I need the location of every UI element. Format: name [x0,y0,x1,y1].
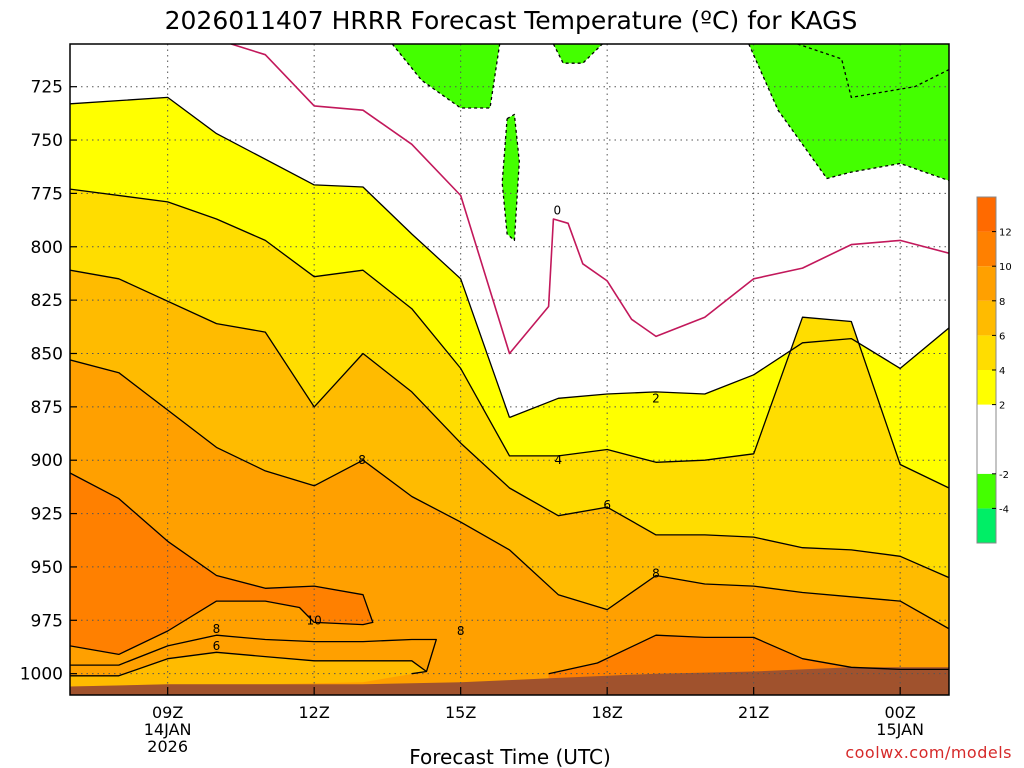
colorbar-segment-5 [977,335,996,370]
y-tick-label-875: 875 [31,398,63,418]
contour-label-5: 8 [652,566,660,580]
x-tick-label-15-0: 15Z [445,703,476,722]
x-tick-label-9-1: 14JAN [144,720,192,739]
colorbar-tick-label-7: 12 [999,228,1012,239]
contour-line-6-9 [70,651,427,677]
x-tick-label-21-0: 21Z [738,703,769,722]
y-tick-label-975: 975 [31,611,63,631]
contour-line-2-2 [70,96,511,418]
colorbar-segment-9 [977,197,996,232]
y-tick-label-775: 775 [31,184,63,204]
credit-text: coolwx.com/models [845,743,1012,762]
contour-line-8-8 [70,634,437,675]
fill-band--4_-2-11 [748,44,949,181]
contour-label-1: 2 [652,391,660,405]
x-tick-label-9-0: 09Z [152,703,183,722]
colorbar-segment-2 [977,439,996,474]
contour-label-8: 8 [457,624,465,638]
colorbar-segment-8 [977,231,996,267]
colorbar-tick-label-4: 6 [999,331,1005,342]
contour-line-4-3 [70,188,949,489]
fill-band--4_-2-12 [502,114,520,241]
contour-label-2: 4 [555,453,563,467]
ground-polygon [70,667,949,695]
contour-label-6: 10 [307,613,322,627]
colorbar-segment-4 [977,370,996,405]
x-axis-label: Forecast Time (UTC) [409,745,611,768]
colorbar-segment-0 [977,508,996,543]
contour-line--2-11 [552,44,603,64]
contour-line--2-10 [391,44,501,109]
fill-band--4_-2-9 [392,44,500,108]
contour-label-7: 8 [213,622,221,636]
contour-line-0-0 [230,44,949,355]
y-axis: 725 750 775 800 825 850 875 900 925 950 975 1000 [20,78,77,685]
y-tick-label-800: 800 [31,238,63,258]
colorbar-segment-3 [977,404,996,440]
x-tick-label-24-1: 15JAN [876,720,924,739]
contour-line-8-5 [70,359,949,630]
colorbar-segment-6 [977,300,996,336]
chart-title: 2026011407 HRRR Forecast Temperature (ºC… [165,6,858,35]
y-tick-label-900: 900 [31,451,63,471]
contour-line-10-6 [70,472,374,656]
colorbar-tick-label-1: -2 [999,470,1009,481]
colorbar-tick-label-3: 4 [999,366,1005,377]
contour-label-0: 0 [554,203,562,217]
grid-lines [70,44,949,695]
contour-label-3: 6 [603,498,611,512]
y-tick-label-850: 850 [31,344,63,364]
colorbar-tick-label-5: 8 [999,297,1005,308]
contour-lines [70,44,949,677]
colorbar-tick-label-0: -4 [999,504,1009,515]
colorbar: -4 -2 2 4 6 8 10 12 [976,196,1012,544]
contour-label-4: 8 [358,453,366,467]
colorbar-tick-label-6: 10 [999,262,1012,273]
colorbar-tick-label-2: 2 [999,401,1005,412]
y-tick-label-725: 725 [31,78,63,98]
y-tick-label-825: 825 [31,291,63,311]
contour-line-6-4 [70,269,949,579]
contour-line--4-14 [797,44,949,99]
y-tick-label-750: 750 [31,131,63,151]
colorbar-segment-7 [977,266,996,301]
contour-line-2-1 [509,327,949,419]
contour-line--2-13 [501,113,520,242]
y-tick-label-950: 950 [31,558,63,578]
contour-label-9: 6 [213,639,221,653]
x-tick-label-18-0: 18Z [592,703,623,722]
x-tick-label-24-0: 00Z [885,703,916,722]
y-tick-label-1000: 1000 [20,665,63,685]
contour-labels: 0 2 4 6 8 8 10 8 8 6 [213,203,660,652]
fill-band--4_-2-10 [553,44,603,64]
x-tick-label-12-0: 12Z [299,703,330,722]
fill-band-8_10-3 [70,359,949,695]
x-tick-label-9-2: 2026 [147,737,188,756]
temperature-fills [70,44,949,695]
y-tick-label-925: 925 [31,505,63,525]
plot-frame [69,43,950,696]
colorbar-segment-1 [977,473,996,509]
fill-band-10_12-4 [70,473,373,655]
contour-line--2-12 [748,44,949,182]
contour-line-10-7 [548,634,949,675]
ground-layer [70,667,949,695]
